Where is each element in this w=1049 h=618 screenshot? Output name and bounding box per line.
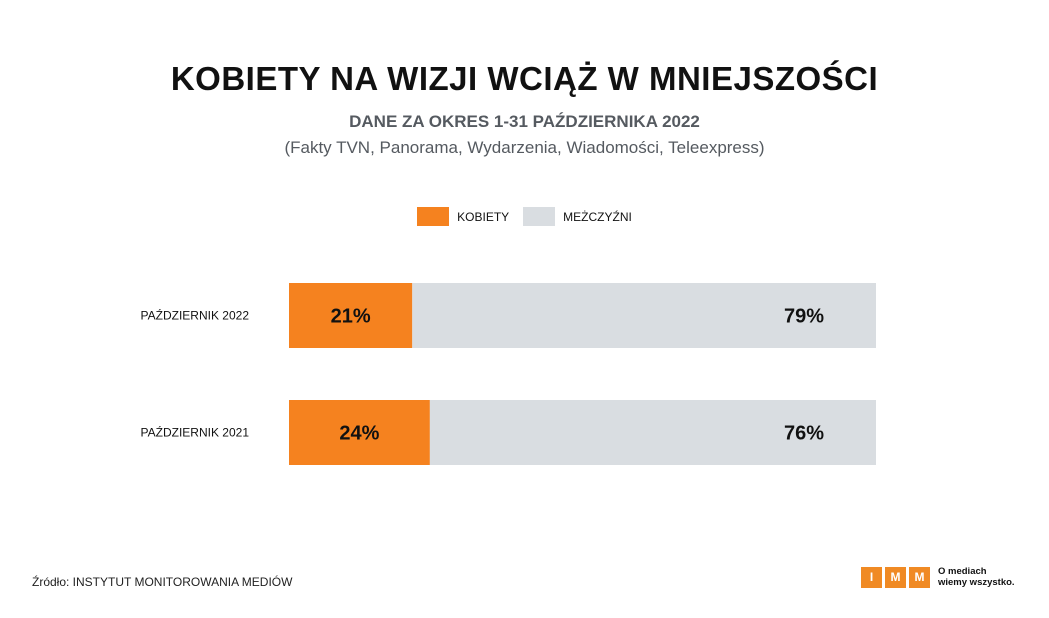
legend-swatch-women bbox=[417, 207, 450, 226]
data-label-men-0: 79% bbox=[784, 306, 824, 328]
legend: KOBIETY MEŻCZYŹNI bbox=[0, 207, 1049, 226]
category-label-0: PAŹDZIERNIK 2022 bbox=[141, 308, 250, 323]
chart-note: (Fakty TVN, Panorama, Wydarzenia, Wiadom… bbox=[284, 138, 765, 157]
legend-item-men: MEŻCZYŹNI bbox=[523, 207, 632, 226]
category-label-1: PAŹDZIERNIK 2021 bbox=[141, 425, 250, 440]
bar-women-0 bbox=[289, 283, 413, 348]
imm-logo: I M M O mediach wiemy wszystko. bbox=[861, 566, 1015, 588]
logo-tagline-line2: wiemy wszystko. bbox=[938, 577, 1015, 588]
data-label-women-1: 24% bbox=[339, 423, 379, 445]
legend-label-women: KOBIETY bbox=[457, 209, 510, 224]
source-note: Źródło: INSTYTUT MONITOROWANIA MEDIÓW bbox=[32, 575, 293, 589]
bar-men-1 bbox=[429, 400, 876, 465]
bar-women-1 bbox=[289, 400, 430, 465]
data-label-women-0: 21% bbox=[331, 306, 371, 328]
legend-label-men: MEŻCZYŹNI bbox=[563, 209, 632, 224]
logo-letter-m1: M bbox=[885, 566, 906, 588]
logo-letter-i: I bbox=[861, 566, 882, 588]
chart-title: KOBIETY NA WIZJI WCIĄŻ W MNIEJSZOŚCI bbox=[170, 60, 879, 97]
chart-subtitle: DANE ZA OKRES 1-31 PAŹDZIERNIKA 2022 bbox=[349, 112, 700, 131]
bar-men-0 bbox=[412, 283, 876, 348]
legend-item-women: KOBIETY bbox=[417, 207, 509, 226]
logo-tagline-line1: O mediach bbox=[938, 566, 987, 577]
logo-letter-m2: M bbox=[909, 566, 930, 588]
data-label-men-1: 76% bbox=[784, 423, 824, 445]
legend-swatch-men bbox=[523, 207, 556, 226]
logo-tagline: O mediach wiemy wszystko. bbox=[938, 566, 1015, 588]
